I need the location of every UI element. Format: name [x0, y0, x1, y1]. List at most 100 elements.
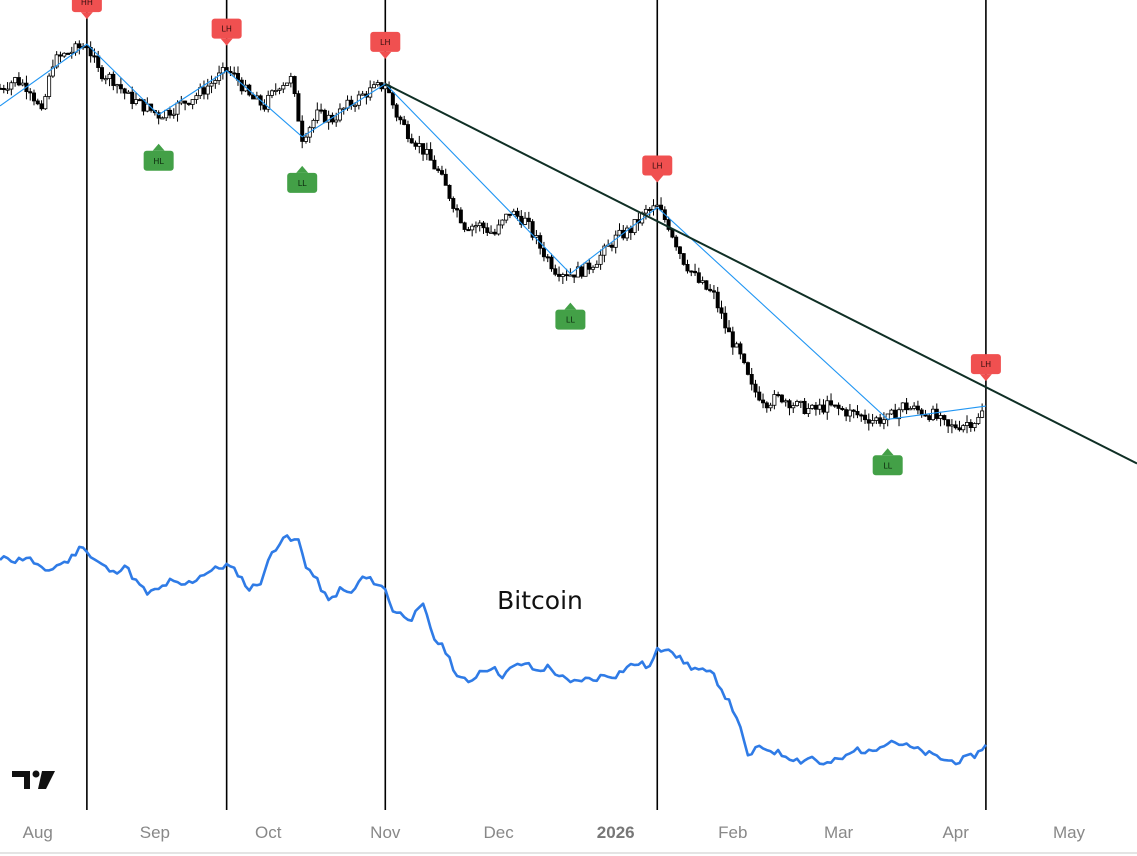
candle-body — [659, 204, 664, 211]
logo-tv-t — [12, 771, 30, 789]
candle-body — [224, 67, 229, 72]
pivot-label-text: LL — [566, 316, 575, 325]
candle-body — [594, 263, 599, 268]
candle-body — [111, 73, 116, 86]
candle-body — [810, 404, 815, 409]
candle-body — [583, 262, 588, 277]
candle-body — [700, 280, 705, 283]
candle-body — [587, 262, 592, 270]
candle-body — [575, 266, 580, 278]
logo-tv-dot — [32, 770, 40, 778]
candle-body — [927, 415, 932, 421]
candle-body — [281, 85, 286, 90]
candle-body — [273, 90, 278, 93]
candle-body — [167, 109, 172, 116]
candle-body — [269, 90, 274, 96]
candle-body — [674, 236, 679, 248]
candle-body — [43, 96, 48, 110]
candle-body — [213, 80, 218, 84]
candle-body — [315, 109, 320, 121]
candle-body — [617, 229, 622, 236]
candle-body — [866, 419, 871, 424]
pivot-label-hh: HH — [71, 0, 102, 20]
candle-body — [840, 407, 845, 411]
candle-body — [77, 43, 82, 49]
candle-body — [303, 136, 308, 142]
x-tick-label: May — [1053, 823, 1086, 842]
candle-body — [455, 208, 460, 211]
candle-body — [878, 417, 883, 424]
candle-body — [863, 414, 868, 421]
candle-body — [466, 229, 471, 232]
candle-body — [795, 401, 800, 407]
candle-body — [31, 92, 36, 102]
candle-body — [772, 394, 777, 406]
candle-body — [16, 77, 21, 86]
tradingview-logo — [12, 770, 55, 789]
candle-body — [296, 93, 301, 122]
candle-body — [322, 109, 327, 123]
candle-body — [723, 312, 728, 329]
vertical-markers — [86, 0, 987, 810]
candle-body — [670, 229, 675, 238]
candle-body — [946, 419, 951, 427]
candle-body — [171, 113, 176, 116]
downtrend-line — [384, 82, 1137, 465]
candle-body — [976, 416, 981, 424]
candle-body — [923, 414, 928, 417]
candle-body — [677, 246, 682, 254]
candle-body — [851, 409, 856, 412]
candle-body — [813, 404, 818, 410]
candle-body — [768, 404, 773, 409]
candle-body — [730, 331, 735, 348]
candle-body — [477, 222, 482, 226]
candle-body — [371, 84, 376, 89]
candle-body — [69, 51, 74, 54]
candle-body — [107, 73, 112, 79]
candle-body — [285, 82, 290, 86]
pivot-badge — [143, 150, 174, 171]
candle-body — [965, 422, 970, 426]
candle-body — [383, 85, 388, 90]
candle-body — [96, 55, 101, 68]
pivot-pointer — [379, 51, 392, 59]
candle-body — [908, 408, 913, 411]
candle-body — [647, 208, 652, 211]
candlestick-series — [0, 40, 985, 434]
candle-body — [651, 205, 656, 211]
candle-body — [337, 108, 342, 121]
candle-body — [451, 198, 456, 209]
candle-body — [481, 222, 486, 229]
candle-body — [874, 417, 879, 421]
x-tick-label: Nov — [370, 823, 401, 842]
candle-body — [609, 244, 614, 248]
pivot-pointer — [564, 302, 577, 310]
candle-body — [961, 425, 966, 431]
candle-body — [126, 91, 131, 94]
pivot-label-text: HL — [153, 157, 164, 166]
pivot-pointer — [881, 448, 894, 456]
candle-body — [870, 420, 875, 424]
candle-body — [500, 219, 505, 226]
candle-body — [288, 76, 293, 84]
pivot-pointer — [80, 12, 93, 20]
candle-body — [666, 219, 671, 230]
candle-body — [54, 54, 59, 68]
candle-body — [496, 224, 501, 235]
pivot-label-lh: LH — [970, 354, 1001, 382]
bitcoin-line-series — [0, 534, 987, 766]
candle-body — [292, 76, 297, 95]
x-tick-label: Mar — [824, 823, 854, 842]
candle-body — [791, 405, 796, 409]
candle-body — [893, 409, 898, 420]
candle-body — [115, 84, 120, 87]
x-tick-label: Dec — [484, 823, 515, 842]
candle-body — [519, 215, 524, 225]
candle-body — [492, 231, 497, 235]
candle-body — [889, 409, 894, 415]
candle-body — [557, 273, 562, 277]
pivot-pointer — [296, 165, 309, 173]
candle-body — [897, 409, 902, 420]
candle-body — [432, 159, 437, 170]
